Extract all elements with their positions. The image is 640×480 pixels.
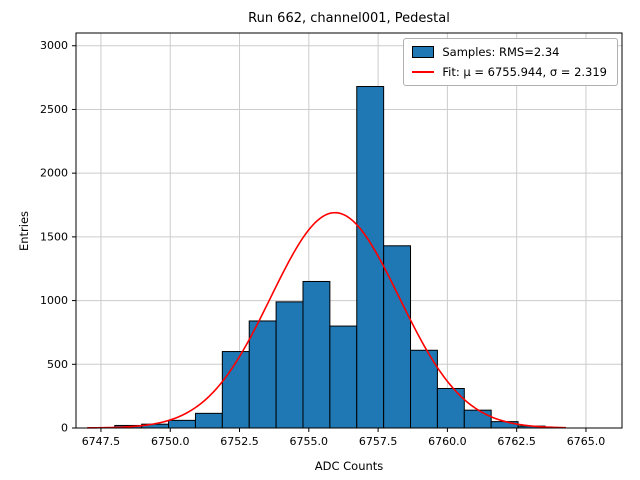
histogram-bar [248,320,277,429]
histogram-swatch-icon [412,46,435,58]
legend-label-samples: Samples: RMS=2.34 [442,45,560,59]
x-tick-label: 6762.5 [497,435,536,448]
histogram-bar [490,421,519,429]
x-tick-label: 6752.5 [220,435,259,448]
legend: Samples: RMS=2.34 Fit: μ = 6755.944, σ =… [403,38,618,86]
histogram-bar [275,301,304,429]
fit-curve [87,211,567,429]
histogram-bar [463,409,492,429]
axes-spines [75,32,623,429]
x-tick-label: 6755.0 [290,435,329,448]
legend-item-samples: Samples: RMS=2.34 [412,45,607,59]
x-tick-label: 6760.0 [428,435,467,448]
y-tick-label: 500 [47,358,68,371]
y-tick-label: 0 [61,422,68,435]
legend-label-fit: Fit: μ = 6755.944, σ = 2.319 [442,65,607,79]
y-tick-label: 1500 [40,230,68,243]
x-tick-label: 6765.0 [567,435,606,448]
histogram-bar [329,325,358,429]
x-tick-label: 6757.5 [359,435,398,448]
fit-line-swatch-icon [412,71,435,73]
legend-item-fit: Fit: μ = 6755.944, σ = 2.319 [412,65,607,79]
y-tick-label: 1000 [40,294,68,307]
y-axis-label: Entries [17,210,31,252]
x-tick-label: 6750.0 [151,435,190,448]
y-tick-label: 3000 [40,39,68,52]
x-axis-label: ADC Counts [314,459,384,473]
histogram-bar [436,388,465,429]
histogram-bar [194,412,223,429]
chart-title: Run 662, channel001, Pedestal [248,11,450,26]
x-tick-label: 6747.5 [82,435,121,448]
y-tick-label: 2000 [40,167,68,180]
histogram-bar [410,349,438,429]
histogram-bar [302,280,331,429]
histogram-bar [168,419,196,429]
y-tick-label: 2500 [40,103,68,116]
